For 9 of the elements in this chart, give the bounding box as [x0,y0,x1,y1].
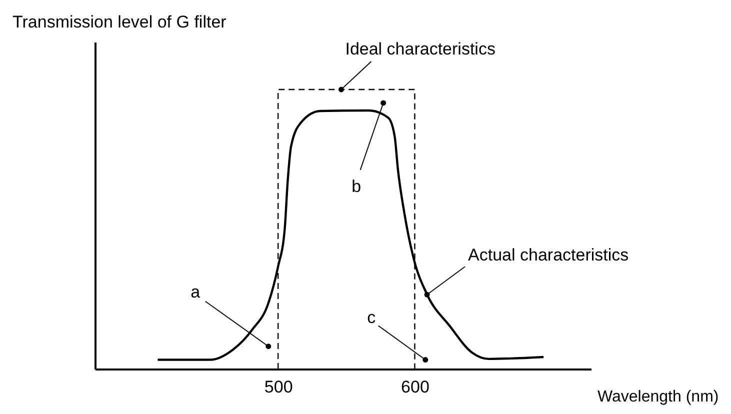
annotation: b [352,176,362,196]
annotation: Ideal characteristics [345,40,496,59]
x-axis-title: Wavelength (nm) [598,388,719,406]
y-axis-title: Transmission level of G filter [12,12,227,32]
annotation: a [190,282,201,302]
x-tick-label: 500 [264,378,293,396]
annotation: c [367,308,376,327]
x-tick-label: 600 [401,378,430,396]
annotation: Actual characteristics [468,246,629,265]
